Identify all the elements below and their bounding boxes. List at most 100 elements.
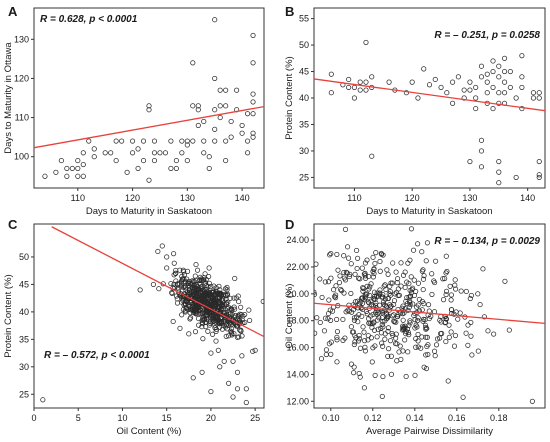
data-point [129,150,136,156]
y-tick-label: 18.00 [286,316,309,326]
data-point [356,370,362,377]
data-point [243,386,249,392]
data-point [190,301,196,307]
y-tick-label: 25 [299,172,309,182]
data-point [403,90,409,96]
data-point [340,316,346,323]
data-point [391,298,398,304]
data-point [507,68,513,75]
data-point [119,138,125,144]
data-point [328,71,334,77]
data-point [400,303,406,309]
data-point [113,158,119,164]
data-point [496,90,502,96]
x-axis-label: Oil Content (%) [117,426,182,437]
data-point [178,284,184,290]
data-point [173,165,179,172]
data-point [370,268,376,275]
data-point [224,292,230,298]
data-point [209,331,216,337]
data-point [75,165,81,172]
data-point [206,165,212,172]
data-point [369,74,375,80]
x-tick-label: 120 [125,193,140,203]
data-point [328,275,334,281]
data-point [446,334,452,340]
data-point [396,292,402,298]
panel-letter: A [8,4,18,19]
data-point [386,291,392,297]
x-axis-label: Average Pairwise Dissimilarity [366,426,493,437]
data-point [233,295,239,301]
data-point [223,87,229,93]
data-point [230,358,236,364]
data-point [372,260,378,267]
data-point [238,328,244,334]
data-point [226,380,232,386]
data-point [478,137,485,143]
data-point [458,288,464,294]
data-point [491,331,497,337]
x-tick-label: 120 [405,193,420,203]
data-point [346,273,353,280]
data-point [372,372,378,378]
data-point [203,276,209,282]
data-point [420,316,427,322]
data-point [362,275,369,281]
data-point [348,324,354,330]
data-point [395,276,401,282]
data-point [347,271,353,277]
data-point [277,304,281,308]
data-point [374,317,381,323]
data-point [536,95,542,101]
regression-line [51,226,264,338]
data-point [321,328,328,334]
plot-frame [33,223,265,409]
data-point [337,273,343,279]
y-tick-label: 110 [15,113,29,123]
data-point [420,267,426,273]
data-point [239,317,245,323]
data-point [331,294,338,300]
data-point [236,334,242,340]
y-tick-label: 40 [19,307,29,317]
data-point [135,146,141,152]
data-point [184,138,190,144]
data-point [328,90,334,96]
y-tick-label: 40 [299,93,309,103]
data-point [222,286,229,292]
data-point [171,260,177,266]
data-point [135,165,141,172]
data-point [473,84,479,90]
data-point [393,331,399,337]
data-point [475,291,481,297]
data-point [260,298,264,304]
data-point [360,285,366,291]
y-tick-label: 55 [299,14,309,24]
data-point [359,265,365,271]
data-point [221,358,227,364]
x-tick-label: 0.18 [490,413,508,423]
data-point [208,350,214,356]
data-point [190,60,196,66]
data-point [388,353,394,359]
correlation-annotation: R = 0.628, p < 0.0001 [40,14,138,25]
data-point [173,158,179,164]
data-point [442,275,448,282]
data-point [228,322,234,328]
data-point [408,226,415,232]
data-point [162,150,169,156]
regression-line [314,78,545,112]
data-point [381,283,387,289]
data-point [223,158,229,164]
data-point [467,79,473,85]
data-point [388,292,394,298]
data-point [394,358,400,364]
data-point [424,334,430,340]
data-point [443,338,449,345]
data-point [473,95,479,101]
data-point [356,332,362,338]
data-point [80,173,86,179]
panel-letter: C [8,217,18,232]
y-tick-label: 130 [14,34,29,44]
